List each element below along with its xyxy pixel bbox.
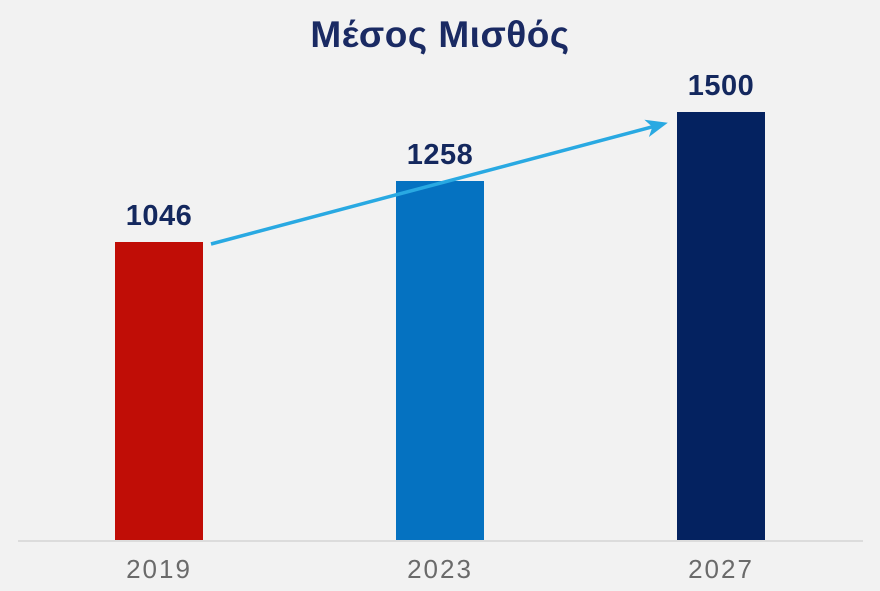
bar-2023 bbox=[396, 181, 484, 541]
value-label-2019: 1046 bbox=[125, 200, 193, 232]
chart-title: Μέσος Μισθός bbox=[310, 14, 570, 55]
category-label-2019: 2019 bbox=[126, 554, 192, 584]
value-label-2023: 1258 bbox=[406, 139, 474, 171]
bar-2027 bbox=[677, 112, 765, 541]
category-label-2023: 2023 bbox=[407, 554, 473, 584]
x-axis-line bbox=[18, 540, 863, 542]
value-label-2027: 1500 bbox=[687, 70, 755, 102]
category-label-2027: 2027 bbox=[688, 554, 754, 584]
bar-2019 bbox=[115, 242, 203, 541]
